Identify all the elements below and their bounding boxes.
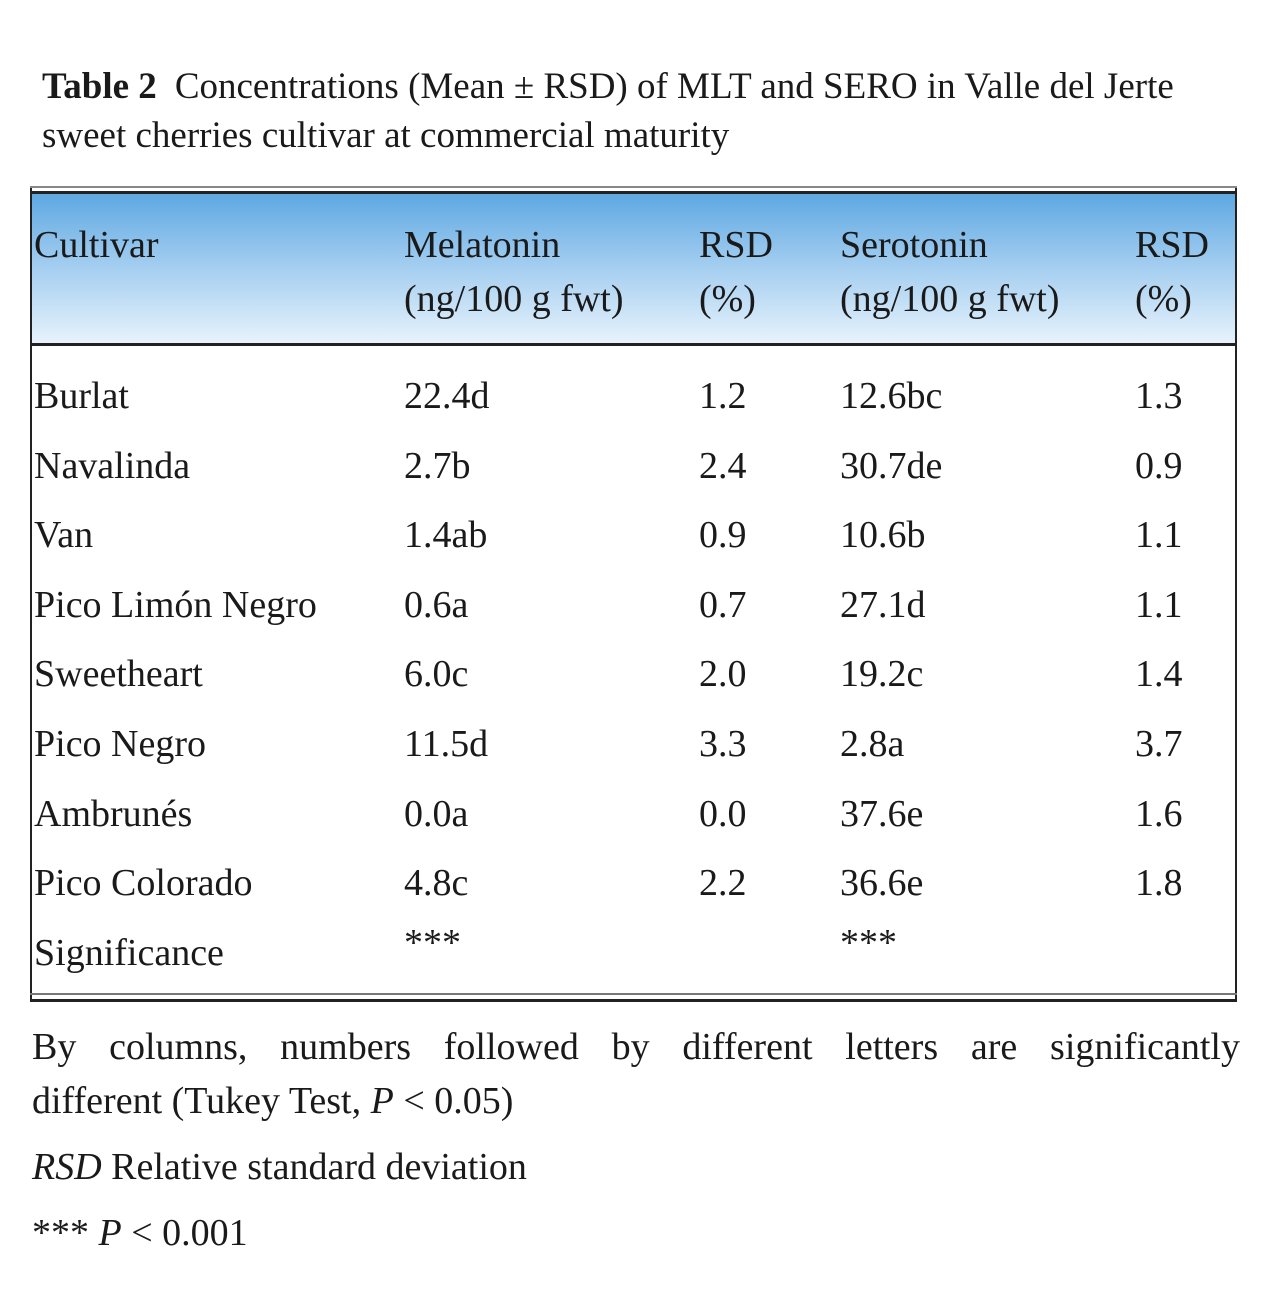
header-rsd-melatonin: RSD: [699, 224, 773, 266]
header-melatonin: Melatonin: [404, 224, 561, 266]
footnote-line: By columns, numbers followed by differen…: [32, 1026, 1240, 1068]
footnote-rsd: RSD Relative standard deviation: [32, 1140, 527, 1194]
cell-cultivar: Van: [34, 514, 94, 557]
cell-serotonin: 30.7de: [840, 444, 943, 487]
header-melatonin: (ng/100 g fwt): [404, 278, 624, 320]
cell-rsd-serotonin: 3.7: [1135, 723, 1183, 765]
rsd-text: Relative standard deviation: [101, 1146, 527, 1188]
cell-rsd-serotonin: 1.8: [1135, 862, 1183, 905]
cell-melatonin: 4.8c: [404, 862, 469, 905]
header-serotonin: (ng/100 g fwt): [840, 278, 1060, 320]
header-rsd-serotonin: (%): [1135, 278, 1192, 320]
cell-serotonin: 12.6bc: [840, 375, 943, 417]
header-rule: [30, 343, 1237, 346]
cell-rsd-melatonin: 0.7: [699, 583, 747, 626]
header-cultivar: Cultivar: [34, 224, 159, 266]
cell-serotonin: 10.6b: [840, 514, 926, 557]
cell-cultivar: Sweetheart: [34, 653, 203, 696]
significance-label: Significance: [34, 931, 224, 974]
cell-melatonin: 0.0a: [404, 792, 469, 835]
cell-rsd-serotonin: 1.1: [1135, 583, 1183, 626]
significance-serotonin: ***: [840, 921, 897, 964]
footnote-tukey: By columns, numbers followed by differen…: [32, 1020, 1240, 1128]
cell-rsd-serotonin: 1.3: [1135, 375, 1183, 417]
cell-melatonin: 0.6a: [404, 583, 469, 626]
cell-cultivar: Pico Limón Negro: [34, 583, 317, 626]
sig-text: < 0.001: [121, 1212, 248, 1254]
cell-cultivar: Pico Negro: [34, 723, 207, 765]
cell-serotonin: 2.8a: [840, 723, 905, 765]
cell-melatonin: 11.5d: [404, 723, 489, 765]
table-header: Cultivar Melatonin (ng/100 g fwt) RSD (%) Ser…: [32, 194, 1235, 344]
header-serotonin: Serotonin: [840, 224, 988, 266]
sig-p: P: [98, 1212, 122, 1254]
cell-melatonin: 22.4d: [404, 375, 490, 417]
cell-rsd-melatonin: 3.3: [699, 723, 747, 765]
cell-rsd-serotonin: 0.9: [1135, 444, 1183, 487]
cell-rsd-melatonin: 0.0: [699, 792, 747, 835]
data-table: Cultivar Melatonin (ng/100 g fwt) RSD (%) Ser…: [30, 186, 1237, 1002]
cell-rsd-serotonin: 1.1: [1135, 514, 1183, 557]
table-label: Table 2: [42, 66, 157, 107]
cell-rsd-serotonin: 1.6: [1135, 792, 1183, 835]
table-caption: Table 2 Concentrations (Mean ± RSD) of ML…: [42, 62, 1242, 160]
cell-rsd-melatonin: 1.2: [699, 375, 747, 417]
cell-rsd-melatonin: 2.0: [699, 653, 747, 696]
cell-rsd-melatonin: 0.9: [699, 514, 747, 557]
significance-melatonin: ***: [404, 921, 461, 964]
cell-serotonin: 37.6e: [840, 792, 924, 835]
cell-serotonin: 27.1d: [840, 583, 926, 626]
cell-serotonin: 36.6e: [840, 862, 924, 905]
caption-text: Concentrations (Mean ± RSD) of MLT and S…: [42, 66, 1174, 156]
bottom-rule: [30, 999, 1237, 1002]
cell-cultivar: Pico Colorado: [34, 862, 253, 905]
footnote-text: different (Tukey Test,: [32, 1080, 371, 1122]
cell-rsd-serotonin: 1.4: [1135, 653, 1183, 696]
header-rsd-melatonin: (%): [699, 278, 756, 320]
top-rule: [30, 191, 1237, 194]
cell-cultivar: Burlat: [34, 375, 129, 417]
cell-melatonin: 6.0c: [404, 653, 469, 696]
footnote-text: < 0.05): [393, 1080, 514, 1122]
cell-rsd-melatonin: 2.2: [699, 862, 747, 905]
bottom-rule: [30, 993, 1237, 995]
cell-cultivar: Navalinda: [34, 444, 191, 487]
sig-stars: ***: [32, 1212, 99, 1254]
footnote-significance: *** P < 0.001: [32, 1206, 248, 1260]
footnote-p: P: [370, 1080, 394, 1122]
cell-melatonin: 1.4ab: [404, 514, 488, 557]
top-rule: [30, 186, 1237, 188]
cell-melatonin: 2.7b: [404, 444, 471, 487]
rsd-abbr: RSD: [32, 1146, 102, 1188]
cell-serotonin: 19.2c: [840, 653, 924, 696]
header-rsd-serotonin: RSD: [1135, 224, 1209, 266]
cell-cultivar: Ambrunés: [34, 792, 193, 835]
cell-rsd-melatonin: 2.4: [699, 444, 747, 487]
